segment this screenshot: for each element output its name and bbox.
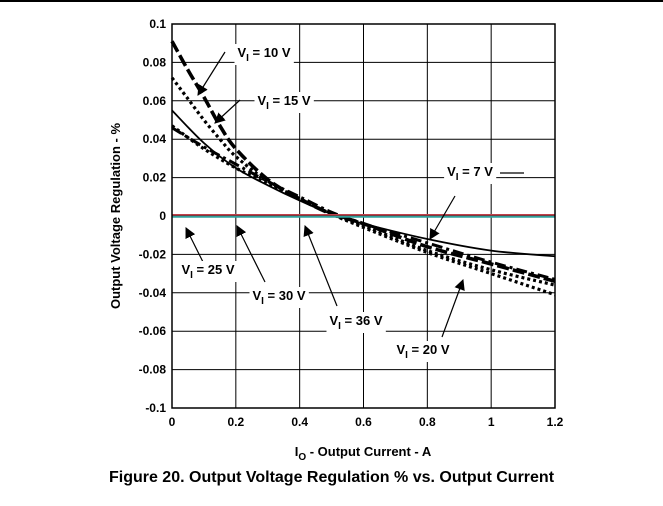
annotation-label-bg (249, 287, 309, 308)
series-lines (170, 40, 556, 297)
y-tick-label: 0.04 (143, 132, 167, 146)
regulation-chart: 0.1 0.08 0.06 0.04 0.02 0 -0.02 -0.04 -0.06 -0.08… (108, 17, 564, 463)
annotation-vi-10-v: VI = 10 V (197, 44, 294, 96)
top-rule (0, 0, 663, 2)
x-tick-label: 0 (169, 415, 176, 429)
annotation-vi-25-v: VI = 25 V (178, 227, 238, 282)
annotation-label: VI = 36 V (329, 313, 382, 332)
series-line-vi-36-v (171, 126, 556, 281)
annotation-arrow (214, 99, 241, 124)
annotation-label-bg (444, 163, 497, 184)
y-tick-label: 0 (159, 209, 166, 223)
annotation-vi-30-v: VI = 30 V (236, 225, 309, 308)
annotation-label: VI = 30 V (252, 288, 305, 307)
annotation-label-bg (178, 261, 238, 282)
annotations: VI = 10 V VI = 15 V VI = 7 V VI = 25 V VI = … (178, 44, 524, 362)
x-tick-label: 1 (488, 415, 495, 429)
y-tick-label: 0.08 (143, 55, 167, 69)
y-tick-label: 0.02 (143, 171, 167, 185)
annotation-label-bg (326, 312, 386, 333)
x-tick-label: 0.6 (355, 415, 372, 429)
y-tick-label: -0.04 (139, 286, 167, 300)
x-tick-labels: 0 0.2 0.4 0.6 0.8 1 1.2 (169, 415, 564, 429)
y-axis-label: Output Voltage Regulation - % (108, 123, 123, 310)
x-tick-label: 0.2 (227, 415, 244, 429)
annotation-label: VI = 20 V (396, 342, 449, 361)
annotation-arrow (197, 51, 226, 96)
annotation-label-bg (254, 92, 314, 113)
x-tick-label: 1.2 (547, 415, 564, 429)
x-tick-label: 0.4 (291, 415, 308, 429)
series-line-vi-15-v (170, 76, 556, 287)
y-tick-label: 0.06 (143, 94, 167, 108)
y-tick-label: -0.02 (139, 247, 167, 261)
annotation-label-bg (234, 44, 294, 65)
y-tick-label: 0.1 (149, 17, 166, 31)
y-tick-label: -0.06 (139, 324, 167, 338)
y-tick-label: -0.1 (145, 401, 166, 415)
annotation-label: VI = 25 V (181, 262, 234, 281)
plot-frame (171, 23, 556, 409)
y-tick-label: -0.08 (139, 363, 167, 377)
y-tick-labels: 0.1 0.08 0.06 0.04 0.02 0 -0.02 -0.04 -0.06 -0.08… (139, 17, 167, 415)
annotation-vi-20-v: VI = 20 V (393, 278, 465, 362)
annotation-label: VI = 15 V (257, 93, 310, 112)
annotation-vi-7-v: VI = 7 V (429, 163, 524, 240)
annotation-arrow (441, 278, 465, 338)
figure-caption: Figure 20. Output Voltage Regulation % v… (108, 469, 555, 486)
x-axis-label: IO - Output Current - A (295, 444, 432, 463)
annotation-label: VI = 7 V (447, 164, 493, 183)
annotation-arrow (429, 195, 456, 240)
annotation-label: VI = 10 V (237, 45, 290, 64)
series-line-vi-20-v (171, 124, 556, 297)
annotation-vi-36-v: VI = 36 V (303, 224, 386, 333)
annotation-arrow (236, 225, 266, 283)
series-line-vi-7-v (171, 109, 556, 258)
annotation-label-bg (393, 341, 453, 362)
x-tick-label: 0.8 (419, 415, 436, 429)
annotation-vi-15-v: VI = 15 V (214, 92, 314, 124)
annotation-arrow (185, 227, 204, 263)
annotation-arrow (303, 224, 338, 307)
